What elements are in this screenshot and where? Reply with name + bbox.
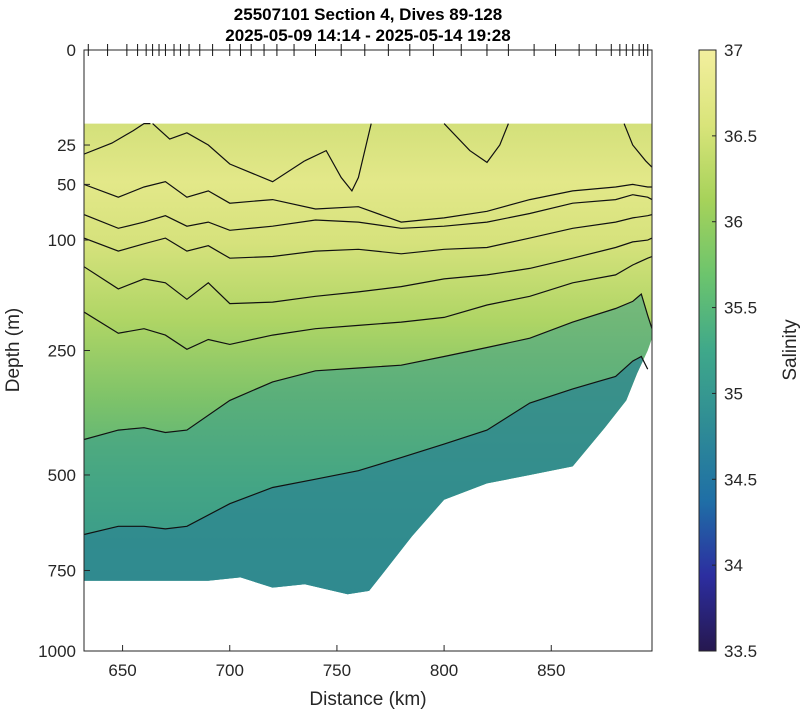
contour-36-5 xyxy=(304,123,372,193)
chart-subtitle: 2025-05-09 14:14 - 2025-05-14 19:28 xyxy=(225,26,510,45)
colorbar-label: Salinity xyxy=(780,319,800,381)
x-tick-label: 700 xyxy=(216,661,244,680)
contour-36-5 xyxy=(84,123,151,155)
colorbar-tick-label: 36 xyxy=(724,213,743,232)
x-tick-label: 800 xyxy=(430,661,458,680)
colorbar-tick-label: 36.5 xyxy=(724,127,757,146)
x-tick-label: 750 xyxy=(323,661,351,680)
colorbar-tick-label: 33.5 xyxy=(724,642,757,661)
contour-35-7 xyxy=(84,293,652,441)
y-tick-label: 750 xyxy=(48,561,76,580)
y-tick-label: 250 xyxy=(48,342,76,361)
colorbar-tick-label: 35 xyxy=(724,384,743,403)
colorbar-axis: 33.5 34 34.5 35 35.5 36 36.5 37 xyxy=(712,41,757,661)
x-axis-label: Distance (km) xyxy=(309,689,426,710)
chart-title: 25507101 Section 4, Dives 89-128 xyxy=(234,5,502,24)
contour-35-9 xyxy=(84,255,652,350)
contour-36-3 xyxy=(84,181,652,223)
x-axis: 650 700 750 800 850 xyxy=(108,645,565,680)
contour-36-5 xyxy=(152,123,306,183)
contour-36-2 xyxy=(84,194,652,231)
contour-36-1 xyxy=(84,214,652,259)
colorbar-tick-label: 35.5 xyxy=(724,299,757,318)
contour-36-5 xyxy=(623,123,652,168)
colorbar-tick-label: 37 xyxy=(724,41,743,60)
colorbar-tick-label: 34.5 xyxy=(724,470,757,489)
y-axis: 0 25 50 100 250 500 750 1000 xyxy=(38,41,90,661)
y-tick-label: 500 xyxy=(48,466,76,485)
colorbar-tick-label: 34 xyxy=(724,556,743,575)
dive-markers xyxy=(87,44,649,56)
contour-36-5 xyxy=(443,123,509,164)
y-axis-label: Depth (m) xyxy=(3,308,24,392)
y-tick-label: 1000 xyxy=(38,642,76,661)
contour-36 xyxy=(84,237,652,305)
colorbar xyxy=(698,49,717,652)
y-tick-label: 0 xyxy=(67,41,76,60)
salinity-contours xyxy=(84,123,652,536)
y-tick-label: 100 xyxy=(48,231,76,250)
x-tick-label: 650 xyxy=(108,661,136,680)
contour-35-5 xyxy=(84,355,649,536)
y-tick-label: 25 xyxy=(57,136,76,155)
y-tick-label: 50 xyxy=(57,175,76,194)
x-tick-label: 850 xyxy=(537,661,565,680)
